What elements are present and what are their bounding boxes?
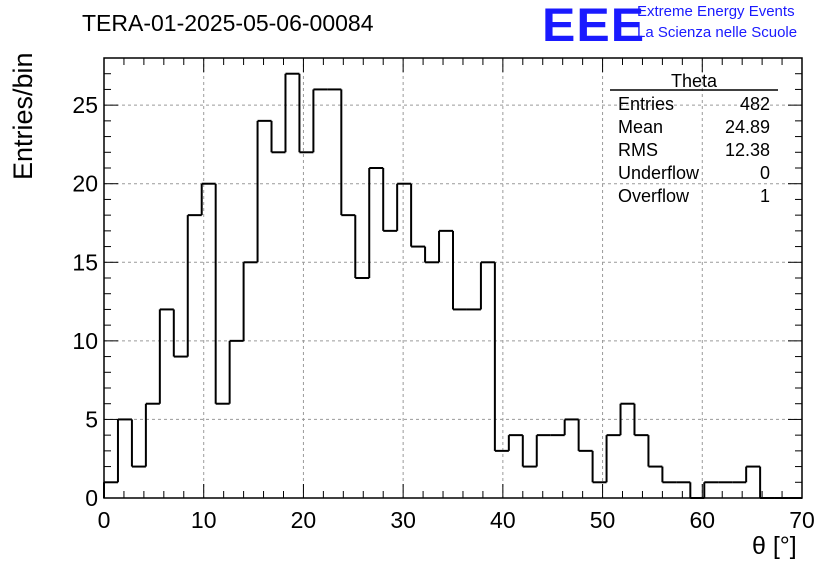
logo-line-2: La Scienza nelle Scuole [637,24,798,41]
x-tick-label: 50 [590,507,616,533]
ticks [103,57,803,499]
stats-label: Underflow [618,163,700,183]
stats-title: Theta [671,71,718,91]
chart-title: TERA-01-2025-05-06-00084 [82,10,374,36]
x-tick-label: 30 [390,507,416,533]
x-tick-label: 60 [689,507,715,533]
stats-label: Mean [618,117,663,137]
stats-value: 1 [760,186,770,206]
y-tick-label: 0 [85,485,98,511]
x-tick-label: 0 [98,507,111,533]
y-tick-label: 5 [85,406,98,432]
stats-value: 24.89 [725,117,770,137]
stats-label: RMS [618,140,658,160]
x-tick-label: 20 [291,507,317,533]
x-tick-label: 10 [191,507,217,533]
x-tick-label: 40 [490,507,516,533]
x-axis-label: θ [°] [752,532,797,560]
stats-label: Entries [618,94,674,114]
x-tick-label: 70 [789,507,815,533]
logo-line-1: Extreme Energy Events [637,3,795,20]
y-tick-label: 25 [72,92,98,118]
eee-logo: EEE [542,0,646,52]
y-tick-label: 15 [72,249,98,275]
stats-value: 482 [740,94,770,114]
stats-label: Overflow [618,186,690,206]
stats-box: Theta Entries 482 Mean 24.89 RMS 12.38 Underflo… [610,71,778,206]
y-tick-label: 10 [72,328,98,354]
stats-value: 12.38 [725,140,770,160]
stats-value: 0 [760,163,770,183]
histogram-bars [103,72,802,499]
y-tick-label: 20 [72,171,98,197]
